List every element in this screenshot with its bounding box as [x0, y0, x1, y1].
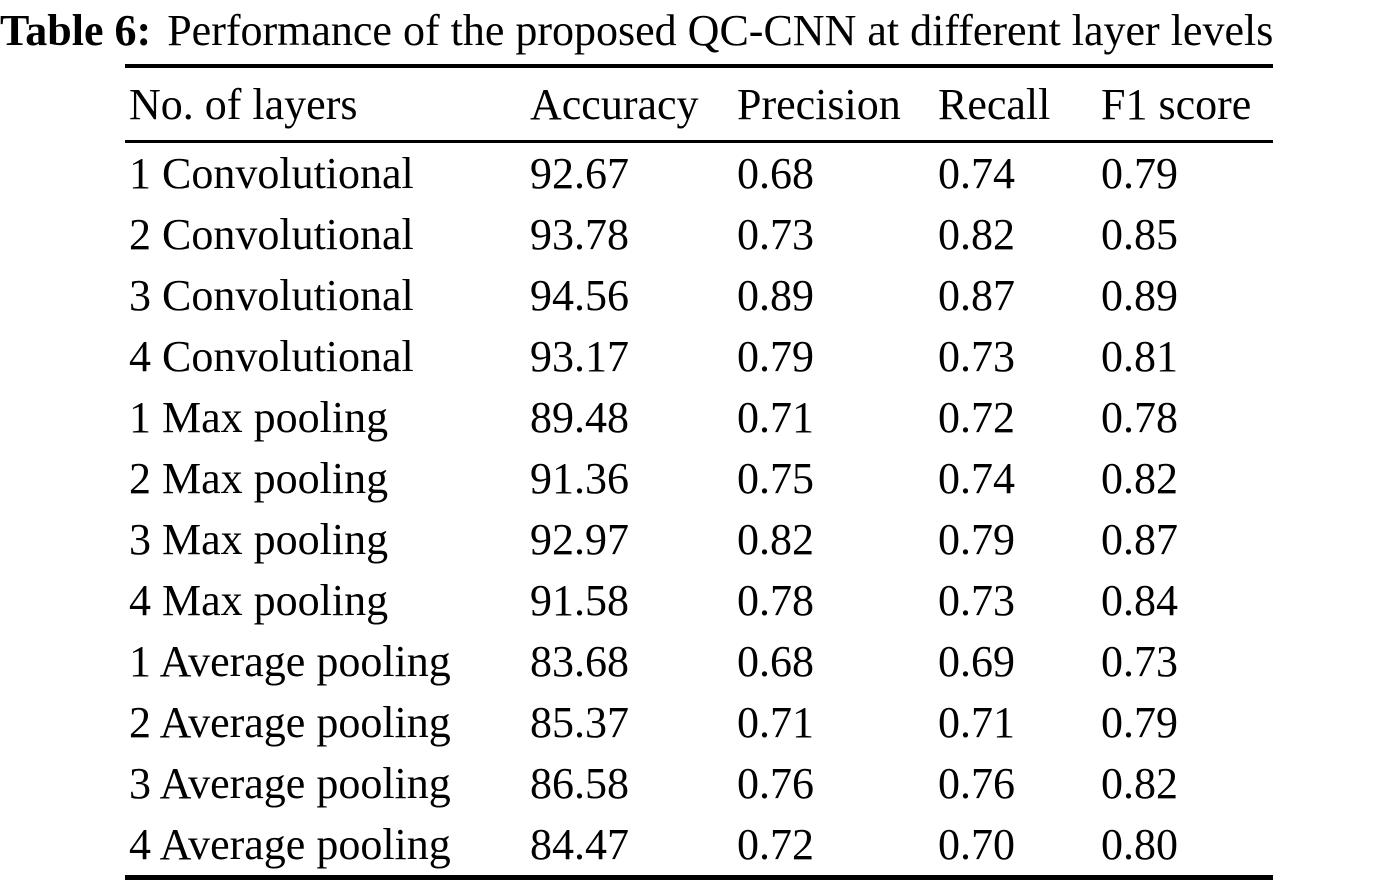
row-label-cell: 3 Convolutional [129, 271, 414, 320]
accuracy-cell: 92.97 [530, 515, 629, 564]
f1-score-cell: 0.84 [1101, 576, 1178, 625]
recall-cell: 0.76 [938, 759, 1015, 808]
recall-cell: 0.70 [938, 820, 1015, 869]
f1-score-cell: 0.81 [1101, 332, 1178, 381]
table-row: 1 Max pooling 89.48 0.71 0.72 0.78 [125, 387, 1273, 448]
table-caption-text: Performance of the proposed QC-CNN at di… [167, 6, 1274, 55]
table-row: 4 Average pooling 84.47 0.72 0.70 0.80 [125, 814, 1273, 878]
table-row: 3 Max pooling 92.97 0.82 0.79 0.87 [125, 509, 1273, 570]
precision-cell: 0.73 [737, 210, 814, 259]
f1-score-cell: 0.78 [1101, 393, 1178, 442]
accuracy-cell: 92.67 [530, 149, 629, 198]
f1-score-cell: 0.82 [1101, 454, 1178, 503]
accuracy-cell: 84.47 [530, 820, 629, 869]
f1-score-cell: 0.87 [1101, 515, 1178, 564]
row-label-cell: 2 Convolutional [129, 210, 414, 259]
precision-cell: 0.68 [737, 149, 814, 198]
row-label-cell: 1 Max pooling [129, 393, 389, 442]
table-row: 2 Max pooling 91.36 0.75 0.74 0.82 [125, 448, 1273, 509]
f1-score-cell: 0.89 [1101, 271, 1178, 320]
row-label-cell: 4 Max pooling [129, 576, 389, 625]
row-label-cell: 4 Convolutional [129, 332, 414, 381]
precision-cell: 0.76 [737, 759, 814, 808]
accuracy-cell: 93.17 [530, 332, 629, 381]
f1-score-cell: 0.79 [1101, 698, 1178, 747]
precision-cell: 0.71 [737, 393, 814, 442]
column-header-no-of-layers: No. of layers [125, 66, 530, 143]
recall-cell: 0.71 [938, 698, 1015, 747]
accuracy-cell: 94.56 [530, 271, 629, 320]
row-label-cell: 2 Average pooling [129, 698, 451, 747]
recall-cell: 0.82 [938, 210, 1015, 259]
table-row: 1 Average pooling 83.68 0.68 0.69 0.73 [125, 631, 1273, 692]
precision-cell: 0.72 [737, 820, 814, 869]
f1-score-cell: 0.82 [1101, 759, 1178, 808]
precision-cell: 0.89 [737, 271, 814, 320]
table-header-row: No. of layers Accuracy Precision Recall … [125, 66, 1273, 143]
column-header-f1-score: F1 score [1101, 66, 1273, 143]
column-header-precision: Precision [737, 66, 938, 143]
f1-score-cell: 0.85 [1101, 210, 1178, 259]
performance-table: No. of layers Accuracy Precision Recall … [125, 64, 1273, 880]
f1-score-cell: 0.80 [1101, 820, 1178, 869]
table-caption-label: Table 6: [0, 6, 152, 55]
recall-cell: 0.72 [938, 393, 1015, 442]
table-row: 3 Average pooling 86.58 0.76 0.76 0.82 [125, 753, 1273, 814]
precision-cell: 0.82 [737, 515, 814, 564]
accuracy-cell: 91.36 [530, 454, 629, 503]
row-label-cell: 1 Average pooling [129, 637, 451, 686]
table-row: 4 Convolutional 93.17 0.79 0.73 0.81 [125, 326, 1273, 387]
table-row: 1 Convolutional 92.67 0.68 0.74 0.79 [125, 142, 1273, 205]
recall-cell: 0.74 [938, 149, 1015, 198]
column-header-recall: Recall [938, 66, 1101, 143]
recall-cell: 0.79 [938, 515, 1015, 564]
row-label-cell: 3 Max pooling [129, 515, 389, 564]
table-row: 3 Convolutional 94.56 0.89 0.87 0.89 [125, 265, 1273, 326]
precision-cell: 0.75 [737, 454, 814, 503]
accuracy-cell: 83.68 [530, 637, 629, 686]
recall-cell: 0.73 [938, 576, 1015, 625]
precision-cell: 0.68 [737, 637, 814, 686]
f1-score-cell: 0.79 [1101, 149, 1178, 198]
f1-score-cell: 0.73 [1101, 637, 1178, 686]
table-row: 2 Average pooling 85.37 0.71 0.71 0.79 [125, 692, 1273, 753]
accuracy-cell: 86.58 [530, 759, 629, 808]
row-label-cell: 2 Max pooling [129, 454, 389, 503]
column-header-accuracy: Accuracy [530, 66, 737, 143]
table-row: 2 Convolutional 93.78 0.73 0.82 0.85 [125, 204, 1273, 265]
accuracy-cell: 91.58 [530, 576, 629, 625]
accuracy-cell: 85.37 [530, 698, 629, 747]
recall-cell: 0.74 [938, 454, 1015, 503]
table-caption: Table 6: Performance of the proposed QC-C… [0, 2, 1400, 60]
row-label-cell: 1 Convolutional [129, 149, 414, 198]
precision-cell: 0.78 [737, 576, 814, 625]
accuracy-cell: 89.48 [530, 393, 629, 442]
table-row: 4 Max pooling 91.58 0.78 0.73 0.84 [125, 570, 1273, 631]
precision-cell: 0.79 [737, 332, 814, 381]
recall-cell: 0.87 [938, 271, 1015, 320]
recall-cell: 0.73 [938, 332, 1015, 381]
row-label-cell: 3 Average pooling [129, 759, 451, 808]
table-body: 1 Convolutional 92.67 0.68 0.74 0.79 2 Convol… [125, 142, 1273, 878]
precision-cell: 0.71 [737, 698, 814, 747]
recall-cell: 0.69 [938, 637, 1015, 686]
accuracy-cell: 93.78 [530, 210, 629, 259]
row-label-cell: 4 Average pooling [129, 820, 451, 869]
